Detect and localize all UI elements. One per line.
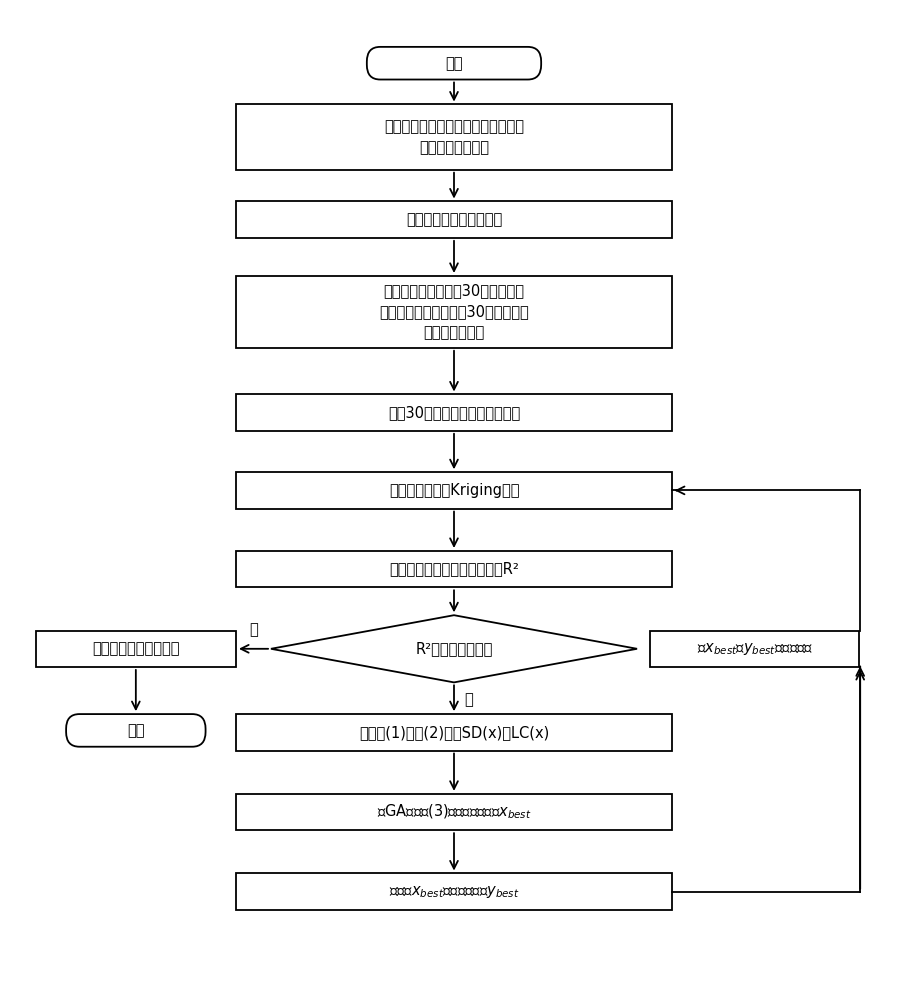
Text: 用GA求解式(3)得到新增样本点$x_{best}$: 用GA求解式(3)得到新增样本点$x_{best}$ [377,803,531,821]
Text: 建立码垛机器人小臂驱动连杆的几何
模型与有限元模型: 建立码垛机器人小臂驱动连杆的几何 模型与有限元模型 [384,119,524,155]
Text: 留一交叉验证法计算模型精度R²: 留一交叉验证法计算模型精度R² [389,562,519,577]
Text: 将$x_{best}$，$y_{best}$加入样本库: 将$x_{best}$，$y_{best}$加入样本库 [696,641,813,657]
FancyBboxPatch shape [236,394,672,431]
Text: 拉丁超立方采样获得30个样本点，
调用有限元模型获取这30个初始样本
点处的真实响应: 拉丁超立方采样获得30个样本点， 调用有限元模型获取这30个初始样本 点处的真实… [380,283,528,340]
FancyBboxPatch shape [236,551,672,587]
Text: 确定设计变量与优化目标: 确定设计变量与优化目标 [406,212,502,227]
FancyBboxPatch shape [236,873,672,910]
Text: R²满足精度要求？: R²满足精度要求？ [415,641,493,656]
Text: 是: 是 [249,622,258,637]
Text: 将这30个初始样本点作为样本库: 将这30个初始样本点作为样本库 [388,405,520,420]
FancyBboxPatch shape [236,472,672,509]
Text: 否: 否 [465,692,473,707]
FancyBboxPatch shape [650,631,859,667]
FancyBboxPatch shape [236,276,672,348]
Text: 根据式(1)和式(2)计算SD(x)和LC(x): 根据式(1)和式(2)计算SD(x)和LC(x) [359,725,549,740]
FancyBboxPatch shape [236,794,672,830]
FancyBboxPatch shape [236,201,672,238]
FancyBboxPatch shape [35,631,236,667]
Text: 结束: 结束 [127,723,144,738]
FancyBboxPatch shape [367,47,541,80]
Polygon shape [271,615,637,682]
Text: 开始: 开始 [445,56,463,71]
FancyBboxPatch shape [66,714,205,747]
Text: 使此模型进行优化设计: 使此模型进行优化设计 [92,641,180,656]
Text: 根据样本库构建Kriging模型: 根据样本库构建Kriging模型 [389,483,519,498]
Text: 获得点$x_{best}$的真实响应值$y_{best}$: 获得点$x_{best}$的真实响应值$y_{best}$ [389,884,519,900]
FancyBboxPatch shape [236,104,672,170]
FancyBboxPatch shape [236,714,672,751]
